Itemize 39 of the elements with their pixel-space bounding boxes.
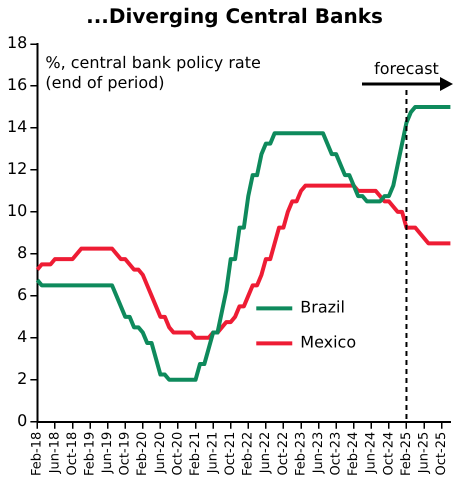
x-tick-label: Oct-20: [170, 432, 186, 476]
x-tick-label: Oct-19: [118, 432, 133, 476]
x-tick-label: Oct-24: [381, 432, 396, 476]
x-tick-label: Jun-21: [205, 432, 220, 474]
x-tick-label: Feb-25: [398, 432, 414, 476]
legend-label: Brazil: [300, 298, 345, 317]
x-tick-label: Jun-19: [100, 432, 116, 474]
y-tick-label: 14: [7, 117, 28, 136]
x-tick-label: Oct-23: [328, 432, 344, 476]
y-tick-label: 2: [17, 368, 28, 388]
x-tick-label: Jun-24: [364, 432, 379, 474]
y-tick-label: 4: [17, 326, 28, 346]
chart-title: ...Diverging Central Banks: [85, 4, 384, 28]
x-tick-label: Jun-22: [258, 432, 274, 474]
y-tick-label: 10: [7, 201, 28, 220]
x-tick-label: Feb-19: [82, 432, 98, 476]
y-tick-label: 0: [17, 410, 28, 430]
y-tick-label: 8: [17, 243, 28, 262]
x-tick-label: Oct-25: [434, 432, 449, 476]
x-tick-label: Jun-23: [310, 432, 326, 474]
x-tick-label: Oct-21: [223, 432, 238, 476]
x-tick-label: Feb-20: [135, 432, 150, 476]
x-tick-label: Oct-18: [64, 432, 80, 476]
y-axis-title: %, central bank policy rate (end of period): [45, 53, 261, 92]
x-tick-label: Oct-22: [276, 432, 291, 476]
x-tick-label: Feb-21: [188, 432, 203, 476]
legend-label: Mexico: [300, 332, 356, 352]
x-tick-label: Jun-20: [152, 432, 168, 474]
x-tick-label: Feb-23: [293, 432, 308, 476]
x-tick-label: Feb-24: [346, 432, 362, 476]
y-tick-label: 12: [7, 159, 28, 178]
y-tick-label: 6: [17, 284, 28, 304]
x-tick-label: Feb-18: [30, 432, 45, 476]
x-tick-label: Feb-22: [240, 432, 256, 476]
y-tick-label: 18: [7, 33, 28, 52]
x-tick-label: Jun-25: [416, 432, 432, 474]
ref-line-label: forecast: [374, 59, 439, 78]
x-tick-label: Jun-18: [47, 432, 62, 474]
y-tick-label: 16: [7, 75, 28, 94]
